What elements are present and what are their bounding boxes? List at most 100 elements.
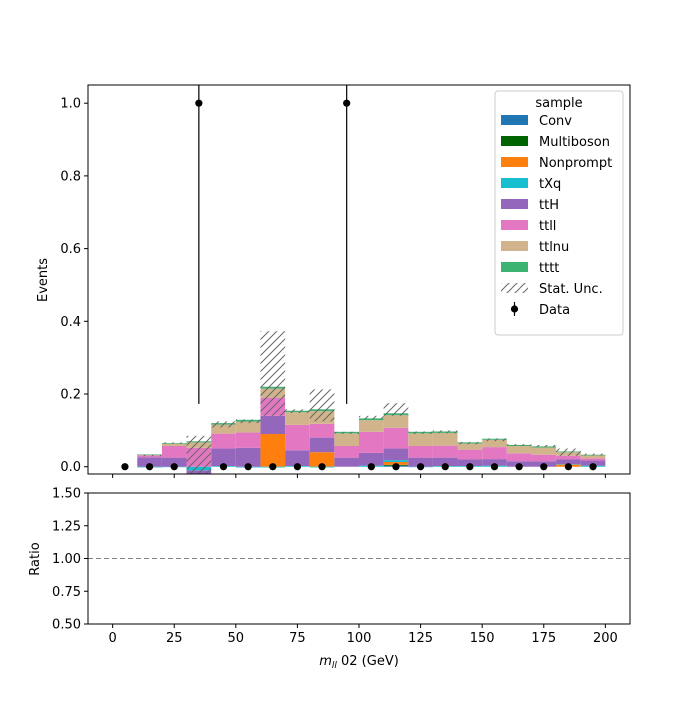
data-point-18 xyxy=(564,463,573,471)
stat-unc-bin-1 xyxy=(137,454,162,457)
bar-ttlnu-bin-4 xyxy=(211,424,236,434)
stat-unc-bin-14 xyxy=(457,442,483,445)
stat-unc-bin-15 xyxy=(482,438,507,442)
bar-tth-bin-5 xyxy=(235,447,261,467)
ratio-x-axis: 0 25 50 75 100 125 150 175 200 xyxy=(108,624,618,646)
y-axis-title: Events xyxy=(36,258,51,302)
legend-label-txq: tXq xyxy=(539,177,561,192)
bar-tth-bin-7 xyxy=(285,450,310,467)
bar-ttlnu-bin-9 xyxy=(334,433,359,447)
x-axis-title: mll 02 (GeV) xyxy=(319,654,399,671)
bar-ttll-bin-19 xyxy=(580,458,606,461)
main-y-axis: 0.0 0.2 0.4 0.6 0.8 1.0 xyxy=(60,97,88,475)
bar-ttll-bin-5 xyxy=(235,432,261,448)
ratio-y-axis: 0.50 0.75 1.00 1.25 1.50 xyxy=(52,487,88,633)
bar-ttll-bin-4 xyxy=(211,433,236,449)
x-tick-label: 0 xyxy=(108,631,116,646)
bar-ttll-bin-15 xyxy=(482,447,507,460)
bar-ttll-bin-17 xyxy=(531,454,557,462)
bar-tth-bin-4 xyxy=(211,448,236,467)
x-tick-label: 200 xyxy=(593,631,618,646)
bar-tth-bin-15 xyxy=(482,459,507,466)
bar-ttlnu-bin-16 xyxy=(506,446,532,454)
legend-label-tth: ttH xyxy=(539,198,559,213)
bar-tth-bin-9 xyxy=(334,457,359,467)
ratio-y-tick-label: 1.00 xyxy=(52,552,81,567)
bar-ttll-bin-14 xyxy=(457,449,483,460)
data-point-10 xyxy=(367,463,375,471)
bar-ttlnu-bin-10 xyxy=(359,420,384,432)
bar-tth-bin-19 xyxy=(580,460,606,466)
bar-ttll-bin-13 xyxy=(432,445,458,458)
legend: sample Conv Multiboson Nonprompt tXq ttH ttll t… xyxy=(494,90,624,336)
data-point-17 xyxy=(540,463,548,471)
stat-unc-bin-4 xyxy=(211,421,236,428)
bar-ttlnu-bin-7 xyxy=(285,412,310,425)
data-point-15 xyxy=(490,463,499,471)
stat-unc-bin-19 xyxy=(580,453,606,456)
stat-unc-bin-6 xyxy=(260,331,286,416)
legend-label-conv: Conv xyxy=(539,114,572,129)
data-point-7 xyxy=(293,463,302,471)
bar-tth-bin-1 xyxy=(137,457,162,467)
ratio-y-axis-title: Ratio xyxy=(28,542,43,575)
data-point-9 xyxy=(343,99,351,107)
ratio-y-tick-label: 0.50 xyxy=(52,618,81,633)
legend-swatch-nonprompt xyxy=(501,157,528,167)
bar-tth-bin-14 xyxy=(457,459,483,467)
bar-ttlnu-bin-12 xyxy=(408,433,433,447)
bar-ttll-bin-2 xyxy=(161,446,187,458)
bar-ttll-bin-16 xyxy=(506,453,532,462)
stat-unc-bin-5 xyxy=(235,419,261,424)
legend-swatch-stat-unc xyxy=(501,283,528,293)
y-tick-label: 0.6 xyxy=(60,242,81,257)
bar-tth-bin-10 xyxy=(359,452,384,466)
stat-unc-bin-18 xyxy=(556,448,581,456)
x-axis-title-rest: 02 (GeV) xyxy=(337,654,399,669)
bar-tth-bin-12 xyxy=(408,457,433,467)
y-tick-label: 0.2 xyxy=(60,388,81,403)
y-tick-label: 0.4 xyxy=(60,315,81,330)
stat-unc-bin-17 xyxy=(531,444,557,448)
bar-nonprompt-bin-8 xyxy=(309,452,335,467)
legend-label-ttlnu: ttlnu xyxy=(539,240,569,255)
y-tick-label: 0.0 xyxy=(60,460,81,475)
legend-swatch-ttll xyxy=(501,220,528,230)
legend-frame xyxy=(494,90,624,336)
bar-tth-bin-18 xyxy=(556,459,581,465)
data-point-13 xyxy=(441,463,449,471)
data-points xyxy=(121,85,597,471)
bar-ttlnu-bin-11 xyxy=(383,415,409,428)
legend-swatch-ttlnu xyxy=(501,241,528,251)
bar-tttt-bin-1 xyxy=(137,454,162,455)
data-point-8 xyxy=(318,463,326,471)
bar-ttlnu-bin-15 xyxy=(482,439,507,448)
x-tick-label: 25 xyxy=(166,631,183,646)
bar-ttlnu-bin-2 xyxy=(161,443,187,447)
stat-unc-bin-10 xyxy=(359,415,384,420)
legend-title: sample xyxy=(535,96,582,111)
legend-swatch-conv xyxy=(501,115,528,125)
bar-ttll-bin-11 xyxy=(383,427,409,449)
data-point-6 xyxy=(269,463,277,471)
stat-unc-bin-2 xyxy=(161,442,187,444)
legend-label-nonprompt: Nonprompt xyxy=(539,156,612,171)
x-tick-label: 125 xyxy=(408,631,433,646)
bar-ttll-bin-1 xyxy=(137,455,162,458)
data-point-14 xyxy=(466,463,474,471)
bar-ttll-bin-7 xyxy=(285,424,310,451)
legend-swatch-tth xyxy=(501,199,528,209)
x-tick-label: 100 xyxy=(347,631,372,646)
legend-swatch-txq xyxy=(501,178,528,188)
stat-unc-bin-16 xyxy=(506,444,532,447)
bar-tth-bin-8 xyxy=(309,437,335,453)
stat-unc-bin-11 xyxy=(383,403,409,416)
stat-unc-bin-3 xyxy=(186,435,212,474)
bar-ttll-bin-9 xyxy=(334,446,359,458)
data-point-5 xyxy=(244,463,252,471)
stat-uncertainty-band xyxy=(137,331,606,474)
ratio-y-tick-label: 1.25 xyxy=(52,519,81,534)
y-tick-label: 1.0 xyxy=(60,97,81,112)
data-point-11 xyxy=(392,463,400,471)
stat-unc-bin-8 xyxy=(309,389,335,422)
